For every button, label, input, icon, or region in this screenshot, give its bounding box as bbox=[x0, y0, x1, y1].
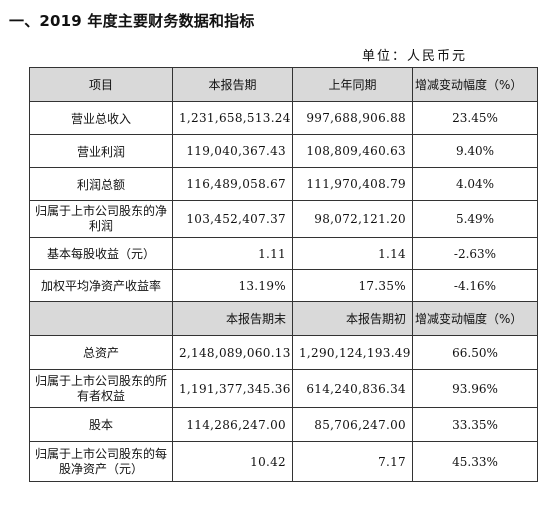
prior-value: 108,809,460.63 bbox=[292, 134, 413, 168]
change-value: 23.45% bbox=[412, 101, 538, 135]
change-value: 4.04% bbox=[412, 167, 538, 201]
row-label: 归属于上市公司股东的所有者权益 bbox=[29, 369, 173, 408]
prior-value: 1.14 bbox=[292, 237, 413, 270]
table-header-row: 项目 本报告期 上年同期 增减变动幅度（%） bbox=[29, 67, 538, 102]
change-value: -2.63% bbox=[412, 237, 538, 270]
currency-unit: 单位：人民币元 bbox=[362, 49, 468, 64]
header-item: 项目 bbox=[29, 67, 173, 102]
prior-value: 111,970,408.79 bbox=[292, 167, 413, 201]
row-label: 归属于上市公司股东的每股净资产（元） bbox=[29, 441, 173, 482]
table-row: 归属于上市公司股东的净利润 103,452,407.37 98,072,121.… bbox=[29, 200, 538, 238]
header-period-end: 本报告期末 bbox=[172, 301, 293, 336]
header-prior-period: 上年同期 bbox=[292, 67, 413, 102]
row-label: 归属于上市公司股东的净利润 bbox=[29, 200, 173, 238]
row-label: 基本每股收益（元） bbox=[29, 237, 173, 270]
header-item bbox=[29, 301, 173, 336]
table-row: 归属于上市公司股东的所有者权益 1,191,377,345.36 614,240… bbox=[29, 369, 538, 408]
current-value: 13.19% bbox=[172, 269, 293, 302]
table-row: 加权平均净资产收益率 13.19% 17.35% -4.16% bbox=[29, 269, 538, 302]
header-change: 增减变动幅度（%） bbox=[412, 67, 538, 102]
financial-table: 项目 本报告期 上年同期 增减变动幅度（%） 营业总收入 1,231,658,5… bbox=[29, 67, 538, 482]
change-value: 33.35% bbox=[412, 407, 538, 442]
header-period-start: 本报告期初 bbox=[292, 301, 413, 336]
table-row: 营业利润 119,040,367.43 108,809,460.63 9.40% bbox=[29, 134, 538, 168]
table-row: 股本 114,286,247.00 85,706,247.00 33.35% bbox=[29, 407, 538, 442]
prior-value: 7.17 bbox=[292, 441, 413, 482]
prior-value: 17.35% bbox=[292, 269, 413, 302]
change-value: -4.16% bbox=[412, 269, 538, 302]
row-label: 加权平均净资产收益率 bbox=[29, 269, 173, 302]
row-label: 利润总额 bbox=[29, 167, 173, 201]
change-value: 5.49% bbox=[412, 200, 538, 238]
current-value: 116,489,058.67 bbox=[172, 167, 293, 201]
change-value: 93.96% bbox=[412, 369, 538, 408]
current-value: 1,231,658,513.24 bbox=[172, 101, 293, 135]
header-change: 增减变动幅度（%） bbox=[412, 301, 538, 336]
table-row: 营业总收入 1,231,658,513.24 997,688,906.88 23… bbox=[29, 101, 538, 135]
change-value: 45.33% bbox=[412, 441, 538, 482]
table-row: 归属于上市公司股东的每股净资产（元） 10.42 7.17 45.33% bbox=[29, 441, 538, 482]
prior-value: 614,240,836.34 bbox=[292, 369, 413, 408]
current-value: 114,286,247.00 bbox=[172, 407, 293, 442]
change-value: 66.50% bbox=[412, 335, 538, 370]
section-title: 一、2019 年度主要财务数据和指标 bbox=[9, 12, 255, 30]
current-value: 10.42 bbox=[172, 441, 293, 482]
table-row: 总资产 2,148,089,060.13 1,290,124,193.49 66… bbox=[29, 335, 538, 370]
row-label: 营业总收入 bbox=[29, 101, 173, 135]
table-header-row: 本报告期末 本报告期初 增减变动幅度（%） bbox=[29, 301, 538, 336]
current-value: 103,452,407.37 bbox=[172, 200, 293, 238]
row-label: 营业利润 bbox=[29, 134, 173, 168]
current-value: 1,191,377,345.36 bbox=[172, 369, 293, 408]
current-value: 1.11 bbox=[172, 237, 293, 270]
table-row: 基本每股收益（元） 1.11 1.14 -2.63% bbox=[29, 237, 538, 270]
header-current-period: 本报告期 bbox=[172, 67, 293, 102]
prior-value: 997,688,906.88 bbox=[292, 101, 413, 135]
current-value: 2,148,089,060.13 bbox=[172, 335, 293, 370]
current-value: 119,040,367.43 bbox=[172, 134, 293, 168]
prior-value: 1,290,124,193.49 bbox=[292, 335, 413, 370]
prior-value: 98,072,121.20 bbox=[292, 200, 413, 238]
row-label: 总资产 bbox=[29, 335, 173, 370]
change-value: 9.40% bbox=[412, 134, 538, 168]
prior-value: 85,706,247.00 bbox=[292, 407, 413, 442]
row-label: 股本 bbox=[29, 407, 173, 442]
table-row: 利润总额 116,489,058.67 111,970,408.79 4.04% bbox=[29, 167, 538, 201]
